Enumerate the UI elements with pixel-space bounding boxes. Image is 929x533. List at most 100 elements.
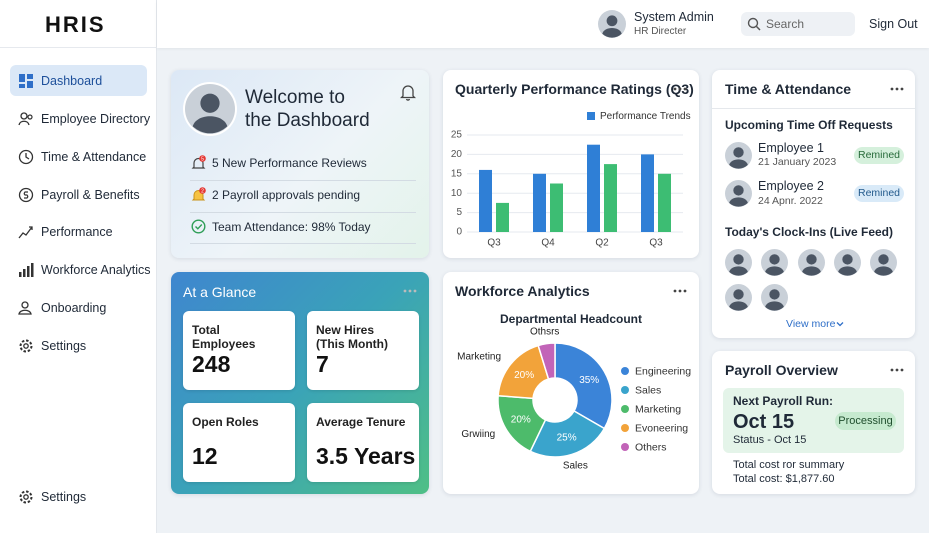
sign-out[interactable]: Sign Out xyxy=(869,17,918,31)
attendance-card: Time & Attendance Upcoming Time Off Requ… xyxy=(712,70,915,338)
employee-avatar xyxy=(725,142,752,169)
next-run-label: Next Payroll Run: xyxy=(733,394,834,408)
view-more[interactable]: View more xyxy=(786,318,836,330)
nav-icon xyxy=(18,226,33,239)
nav-item[interactable]: Payroll & Benefits xyxy=(10,179,147,210)
notification-icon: 2 xyxy=(191,187,206,201)
notification-badge: 2 xyxy=(201,188,204,194)
chart-title: Quarterly Performance Ratings (Q3) xyxy=(455,81,694,97)
divider xyxy=(0,47,157,48)
stat-tile: Total Employees 248 xyxy=(183,311,295,390)
notification-text: Team Attendance: 98% Today xyxy=(212,220,371,234)
summary-label: Total cost ror summary xyxy=(733,459,845,471)
employee-name: Employee 1 xyxy=(758,141,825,155)
employee-name: Employee 2 xyxy=(758,179,825,193)
section-title: Today's Clock-Ins (Live Feed) xyxy=(725,225,893,239)
legend-swatch xyxy=(621,386,629,394)
nav-item[interactable]: Settings xyxy=(10,481,147,512)
nav-icon xyxy=(18,112,33,126)
check-icon xyxy=(191,219,206,234)
bar xyxy=(533,173,546,232)
x-tick-label: Q2 xyxy=(595,238,609,249)
nav-item[interactable]: Onboarding xyxy=(10,292,147,323)
nav-icon xyxy=(18,301,32,315)
x-tick-label: Q3 xyxy=(649,238,663,249)
slice-annotation: Othsrs xyxy=(530,326,559,337)
menu-dots[interactable] xyxy=(672,288,688,294)
nav-item[interactable]: Settings xyxy=(10,330,147,361)
bell-icon[interactable] xyxy=(400,83,416,101)
clockin-avatars xyxy=(725,249,897,311)
nav-item[interactable]: Time & Attendance xyxy=(10,141,147,172)
glance-title: At a Glance xyxy=(183,284,257,300)
slice-label: 20% xyxy=(511,414,531,425)
nav-label: Settings xyxy=(41,490,87,504)
legend-swatch xyxy=(621,367,629,375)
user-role: HR Directer xyxy=(634,26,687,37)
glance-card: At a Glance Total Employees 248 New Hires… xyxy=(171,272,429,494)
welcome-card: Welcome to the Dashboard 5 5 New Perform… xyxy=(171,70,429,258)
legend-swatch xyxy=(621,405,629,413)
nav-icon xyxy=(19,263,34,277)
menu-dots[interactable] xyxy=(889,86,905,92)
nav-icon xyxy=(19,74,33,88)
nav-label: Workforce Analytics xyxy=(41,263,151,277)
nav-item[interactable]: Performance xyxy=(10,216,147,247)
nav-item[interactable]: Employee Directory xyxy=(10,103,150,134)
card-title: Time & Attendance xyxy=(725,81,852,97)
nav-item[interactable]: Workforce Analytics xyxy=(10,254,151,285)
workforce-card: 35% 25% Sales 20% Grwiing 20% Marketing Othsrs E… xyxy=(443,272,699,494)
y-tick-label: 15 xyxy=(451,168,463,179)
legend-label: Engineering xyxy=(635,365,691,377)
bar xyxy=(550,183,563,232)
chart-subtitle: Departmental Headcount xyxy=(499,312,643,326)
nav-label: Time & Attendance xyxy=(41,150,147,164)
payroll-card: Payroll Overview Next Payroll Run: Oct 1… xyxy=(712,351,915,494)
stat-tile: Open Roles 12 xyxy=(183,403,295,482)
legend-swatch xyxy=(621,424,629,432)
legend-label: Evoneering xyxy=(635,422,688,434)
legend-swatch xyxy=(621,443,629,451)
menu-dots[interactable] xyxy=(672,86,688,92)
menu-dots[interactable] xyxy=(889,367,905,373)
y-tick-label: 10 xyxy=(451,188,463,199)
slice-annotation: Sales xyxy=(563,461,588,472)
stat-value: 3.5 Years xyxy=(316,443,416,469)
bar-chart: 0 5 10 15 20 25 Q3 Q4 Q2 Q3 Performance Trends xyxy=(451,111,691,249)
user-avatar[interactable] xyxy=(598,10,626,38)
nav-label: Onboarding xyxy=(41,301,107,315)
legend-label: Others xyxy=(635,441,667,453)
nav-icon xyxy=(19,339,33,353)
legend-label: Performance Trends xyxy=(600,111,691,122)
bar xyxy=(641,154,654,232)
user-name: System Admin xyxy=(634,10,714,24)
slice-annotation: Grwiing xyxy=(461,429,495,440)
nav-label: Settings xyxy=(41,339,87,353)
pie-slice xyxy=(537,342,556,380)
nav-label: Performance xyxy=(41,225,113,239)
logo: HRIS xyxy=(45,12,106,37)
legend-swatch xyxy=(587,112,595,120)
x-tick-label: Q4 xyxy=(541,238,555,249)
stat-value: 7 xyxy=(316,351,329,377)
chart-title: Workforce Analytics xyxy=(455,283,590,299)
y-tick-label: 0 xyxy=(456,227,462,238)
divider xyxy=(190,243,416,244)
status-badge: Remined xyxy=(854,185,904,202)
y-tick-label: 25 xyxy=(451,130,463,141)
employee-avatar xyxy=(725,180,752,207)
search-box[interactable]: Search xyxy=(741,12,855,36)
nav-item[interactable]: Dashboard xyxy=(10,65,147,96)
divider xyxy=(712,108,915,109)
request-date: 24 Apnr. 2022 xyxy=(758,195,823,207)
stat-label: New Hires (This Month) xyxy=(316,323,388,351)
bar xyxy=(587,144,600,232)
divider xyxy=(190,180,416,181)
section-title: Upcoming Time Off Requests xyxy=(725,118,893,132)
divider xyxy=(190,212,416,213)
notification-text: 5 New Performance Reviews xyxy=(212,156,367,170)
legend-label: Marketing xyxy=(635,403,681,415)
menu-dots[interactable] xyxy=(402,288,418,294)
